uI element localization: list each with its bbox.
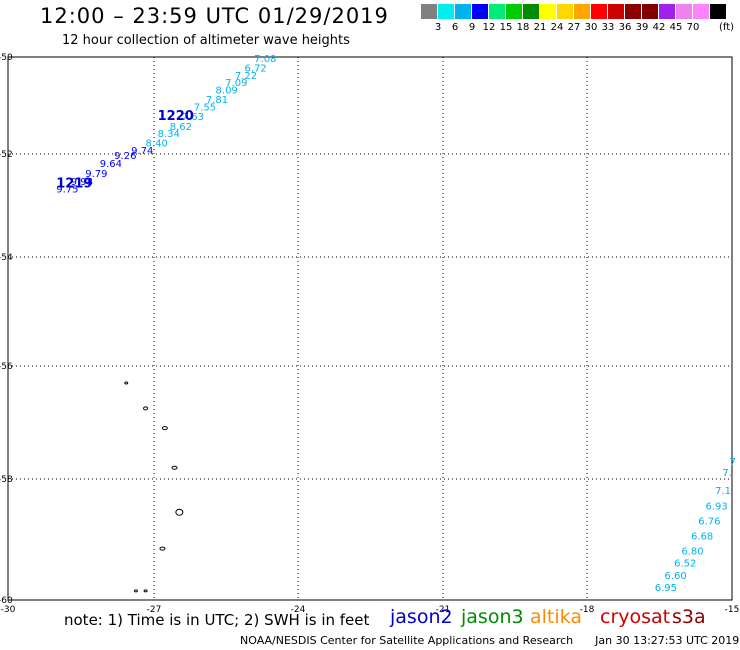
satellite-cryosat: cryosat (600, 606, 671, 628)
wave-height-value: 6.95 (655, 583, 677, 594)
wave-height-value: 9.26 (114, 151, 136, 162)
legend-tick-label: 21 (533, 22, 547, 33)
wave-height-value: 7.22 (235, 71, 257, 82)
legend-tick-label: 36 (618, 22, 632, 33)
legend-tick-label: 70 (686, 22, 700, 33)
lon-tick-label: -30 (1, 605, 16, 615)
legend-tick-label: 24 (550, 22, 564, 33)
wave-height-value: 8.62 (170, 122, 192, 133)
pass-time-label: 1220 (158, 109, 194, 124)
legend-tick-label: 9 (468, 22, 476, 33)
legend-tick-label: 3 (434, 22, 442, 33)
legend-swatch (710, 4, 726, 19)
lat-tick-label: -50 (0, 53, 13, 63)
wave-height-value: 7.81 (206, 95, 228, 106)
legend-swatch (472, 4, 488, 19)
color-legend: 3 6 9 12 15 18 21 24 27 30 33 36 39 42 45 70 (ft) (421, 4, 734, 33)
legend-swatch (455, 4, 471, 19)
wave-height-value: 7.1 (715, 486, 731, 497)
wave-height-value: 7. (722, 468, 732, 479)
legend-swatch (574, 4, 590, 19)
legend-swatch (591, 4, 607, 19)
footer-note: note: 1) Time is in UTC; 2) SWH is in fe… (64, 611, 370, 629)
satellite-s3a: s3a (672, 606, 706, 628)
wave-height-value: 8.40 (146, 139, 168, 150)
legend-tick-label: 45 (669, 22, 683, 33)
lat-tick-label: -60 (0, 596, 13, 606)
wave-height-value: 6.76 (698, 516, 720, 527)
lon-tick-label: -27 (147, 605, 162, 615)
wave-height-value: 6.52 (674, 559, 696, 570)
wave-height-value: 6.60 (664, 571, 686, 582)
wave-height-value: 6.93 (705, 501, 727, 512)
island-outline (133, 589, 138, 593)
wave-height-value: 9.98 (71, 177, 93, 188)
island-outline (124, 381, 129, 385)
island-outline (143, 589, 148, 593)
lon-tick-label: -15 (725, 605, 740, 615)
legend-swatch (608, 4, 624, 19)
island-outline (159, 546, 166, 551)
legend-swatch (438, 4, 454, 19)
timestamp-text: Jan 30 13:27:53 UTC 2019 (595, 634, 740, 647)
lon-tick-label: -18 (580, 605, 595, 615)
wave-height-value: 7 (730, 457, 736, 468)
legend-swatch (693, 4, 709, 19)
pass-time-label: 1219 (56, 176, 92, 191)
wave-height-value: 8.34 (158, 129, 180, 140)
legend-tick-label: 15 (499, 22, 513, 33)
legend-swatch (489, 4, 505, 19)
wave-height-value: 9.79 (85, 169, 107, 180)
legend-tick-label: 18 (516, 22, 530, 33)
legend-tick-label: 27 (567, 22, 581, 33)
wave-height-value: 8.09 (216, 85, 238, 96)
island-outline (161, 426, 168, 431)
lat-tick-label: -52 (0, 150, 13, 160)
footer-credit: NOAA/NESDIS Center for Satellite Applica… (240, 634, 739, 647)
island-outline (171, 465, 178, 470)
wave-height-value: 9.75 (56, 185, 78, 196)
legend-swatch (642, 4, 658, 19)
lon-tick-label: -24 (291, 605, 306, 615)
map-subtitle: 12 hour collection of altimeter wave hei… (62, 33, 350, 48)
wave-height-value: 9.74 (131, 146, 153, 157)
wave-height-value: 6.68 (691, 532, 713, 543)
legend-unit-label: (ft) (719, 22, 735, 33)
island-outline (143, 406, 149, 411)
legend-tick-label: 33 (601, 22, 615, 33)
wave-height-value: 6.72 (245, 64, 267, 75)
lat-tick-label: -54 (0, 253, 13, 263)
legend-tick-label: 6 (451, 22, 459, 33)
legend-swatch (421, 4, 437, 19)
wave-height-value: 7.08 (254, 54, 276, 65)
legend-tick-label: 42 (652, 22, 666, 33)
map-frame (7, 56, 733, 601)
legend-tick-label: 12 (482, 22, 496, 33)
satellite-jason2: jason2 (390, 606, 453, 628)
legend-tick-label: 39 (635, 22, 649, 33)
legend-swatch (557, 4, 573, 19)
wave-height-value: 6.80 (681, 547, 703, 558)
wave-height-value: 7.09 (225, 78, 247, 89)
lon-tick-label: -21 (436, 605, 451, 615)
legend-swatch (523, 4, 539, 19)
legend-swatch (506, 4, 522, 19)
lat-tick-label: -56 (0, 362, 13, 372)
wave-height-value: 7.55 (194, 102, 216, 113)
wave-height-value: 7.63 (182, 112, 204, 123)
map-title: 12:00 – 23:59 UTC 01/29/2019 (40, 4, 389, 28)
legend-swatch (540, 4, 556, 19)
wave-height-value: 9.64 (100, 159, 122, 170)
legend-swatch (676, 4, 692, 19)
credit-text: NOAA/NESDIS Center for Satellite Applica… (240, 634, 574, 647)
lat-tick-label: -58 (0, 475, 13, 485)
legend-tick-label: 30 (584, 22, 598, 33)
satellite-altika: altika (530, 606, 582, 628)
satellite-jason3: jason3 (461, 606, 524, 628)
island-outline (175, 508, 184, 516)
legend-swatch (659, 4, 675, 19)
legend-swatch (625, 4, 641, 19)
